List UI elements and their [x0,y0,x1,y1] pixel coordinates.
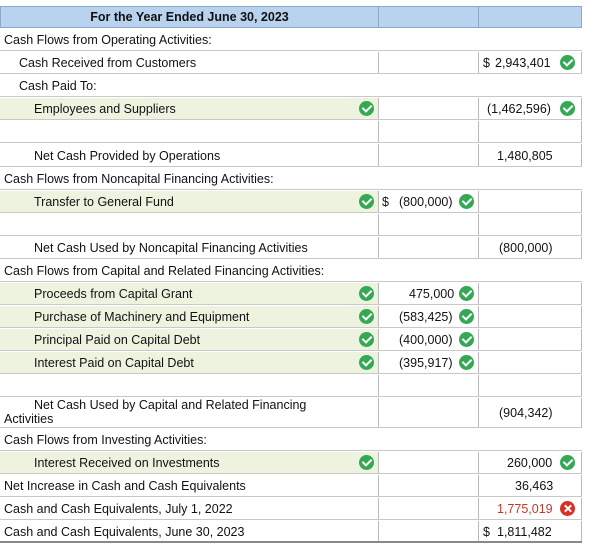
net-increase-label: Net Increase in Cash and Cash Equivalent… [4,479,246,493]
net-increase-row: Net Increase in Cash and Cash Equivalent… [0,475,582,497]
net-noncapital-cell[interactable]: (800,000) [478,237,582,258]
capital-item-row: Proceeds from Capital Grant 475,000 [0,283,582,305]
capital-item-value: 475,000 [409,287,455,301]
net-operations-value: 1,480,805 [497,149,553,163]
transfer-general-fund-value: (800,000) [399,195,453,209]
capital-item-label: Purchase of Machinery and Equipment [34,310,250,324]
capital-item-cell[interactable]: (583,425) [378,306,478,327]
net-capital-label-continued: Activities [4,412,54,426]
check-circle-icon [359,286,374,301]
net-noncapital-label: Net Cash Used by Noncapital Financing Ac… [34,241,308,255]
ending-balance-cell[interactable]: $ 1,811,482 [478,521,582,541]
interest-received-value: 260,000 [507,456,553,470]
employees-suppliers-cell[interactable]: (1,462,596) [478,98,582,119]
capital-item-label: Proceeds from Capital Grant [34,287,193,301]
cash-received-cell[interactable]: $ 2,943,401 [478,52,582,73]
capital-item-label: Interest Paid on Capital Debt [34,356,194,370]
interest-received-cell[interactable]: 260,000 [478,452,582,473]
check-circle-icon [560,455,575,470]
cash-paid-to-row: Cash Paid To: [0,75,582,97]
operating-section-label: Cash Flows from Operating Activities: [4,33,212,47]
interest-received-row: Interest Received on Investments 260,000 [0,452,582,474]
cash-paid-to-label: Cash Paid To: [19,79,97,93]
transfer-general-fund-cell[interactable]: $ (800,000) [378,191,478,212]
net-noncapital-value: (800,000) [499,241,553,255]
net-capital-label: Net Cash Used by Capital and Related Fin… [34,398,307,412]
capital-item-cell[interactable]: (395,917) [378,352,478,373]
capital-item-value: (583,425) [399,310,453,324]
capital-item-label: Principal Paid on Capital Debt [34,333,201,347]
net-operations-label: Net Cash Provided by Operations [34,149,221,163]
capital-item-value: (400,000) [399,333,453,347]
cash-received-row: Cash Received from Customers $ 2,943,401 [0,52,582,74]
check-circle-icon [359,355,374,370]
capital-item-value: (395,917) [399,356,453,370]
employees-suppliers-row: Employees and Suppliers (1,462,596) [0,98,582,120]
capital-section-label: Cash Flows from Capital and Related Fina… [4,264,325,278]
net-capital-value: (904,342) [499,406,553,420]
net-capital-cell[interactable]: (904,342) [478,398,582,427]
cash-received-label: Cash Received from Customers [19,56,197,70]
net-noncapital-row: Net Cash Used by Noncapital Financing Ac… [0,237,582,259]
check-circle-icon [459,332,474,347]
capital-item-cell[interactable]: (400,000) [378,329,478,350]
capital-item-row: Principal Paid on Capital Debt (400,000) [0,329,582,351]
check-circle-icon [560,101,575,116]
operating-section-row: Cash Flows from Operating Activities: [0,29,582,51]
check-circle-icon [459,286,474,301]
noncapital-section-label: Cash Flows from Noncapital Financing Act… [4,172,274,186]
beginning-balance-label: Cash and Cash Equivalents, July 1, 2022 [4,502,233,516]
ending-balance-value: 1,811,482 [497,525,552,539]
check-circle-icon [359,332,374,347]
cash-received-value: 2,943,401 [495,56,551,70]
currency-symbol: $ [382,195,389,209]
capital-item-cell[interactable]: 475,000 [378,283,478,304]
blank-row [0,375,582,397]
blank-row [0,121,582,143]
capital-item-row: Interest Paid on Capital Debt (395,917) [0,352,582,374]
currency-symbol: $ [483,56,490,70]
check-circle-icon [459,355,474,370]
beginning-balance-value: 1,775,019 [497,502,553,516]
check-circle-icon [560,55,575,70]
check-circle-icon [359,194,374,209]
currency-symbol: $ [483,525,490,539]
net-capital-row: Net Cash Used by Capital and Related Fin… [0,398,582,428]
check-circle-icon [359,101,374,116]
statement-period-title: For the Year Ended June 30, 2023 [1,7,379,27]
capital-item-row: Purchase of Machinery and Equipment (583… [0,306,582,328]
employees-suppliers-label: Employees and Suppliers [34,102,176,116]
ending-balance-row: Cash and Cash Equivalents, June 30, 2023… [0,521,582,543]
transfer-general-fund-row: Transfer to General Fund $ (800,000) [0,191,582,213]
check-circle-icon [459,194,474,209]
net-increase-value: 36,463 [515,479,554,493]
x-circle-icon [560,501,575,516]
ending-balance-label: Cash and Cash Equivalents, June 30, 2023 [4,525,245,539]
check-circle-icon [359,455,374,470]
interest-received-label: Interest Received on Investments [34,456,220,470]
beginning-balance-row: Cash and Cash Equivalents, July 1, 2022 … [0,498,582,520]
investing-section-label: Cash Flows from Investing Activities: [4,433,207,447]
noncapital-section-row: Cash Flows from Noncapital Financing Act… [0,168,582,190]
employees-suppliers-value: (1,462,596) [487,102,551,116]
check-circle-icon [359,309,374,324]
statement-header: For the Year Ended June 30, 2023 [0,6,582,28]
net-increase-cell[interactable]: 36,463 [478,475,582,496]
net-operations-cell[interactable]: 1,480,805 [478,144,582,166]
investing-section-row: Cash Flows from Investing Activities: [0,429,582,451]
net-operations-row: Net Cash Provided by Operations 1,480,80… [0,144,582,167]
check-circle-icon [459,309,474,324]
capital-section-row: Cash Flows from Capital and Related Fina… [0,260,582,282]
blank-row [0,214,582,236]
beginning-balance-cell[interactable]: 1,775,019 [478,498,582,519]
transfer-general-fund-label: Transfer to General Fund [34,195,174,209]
